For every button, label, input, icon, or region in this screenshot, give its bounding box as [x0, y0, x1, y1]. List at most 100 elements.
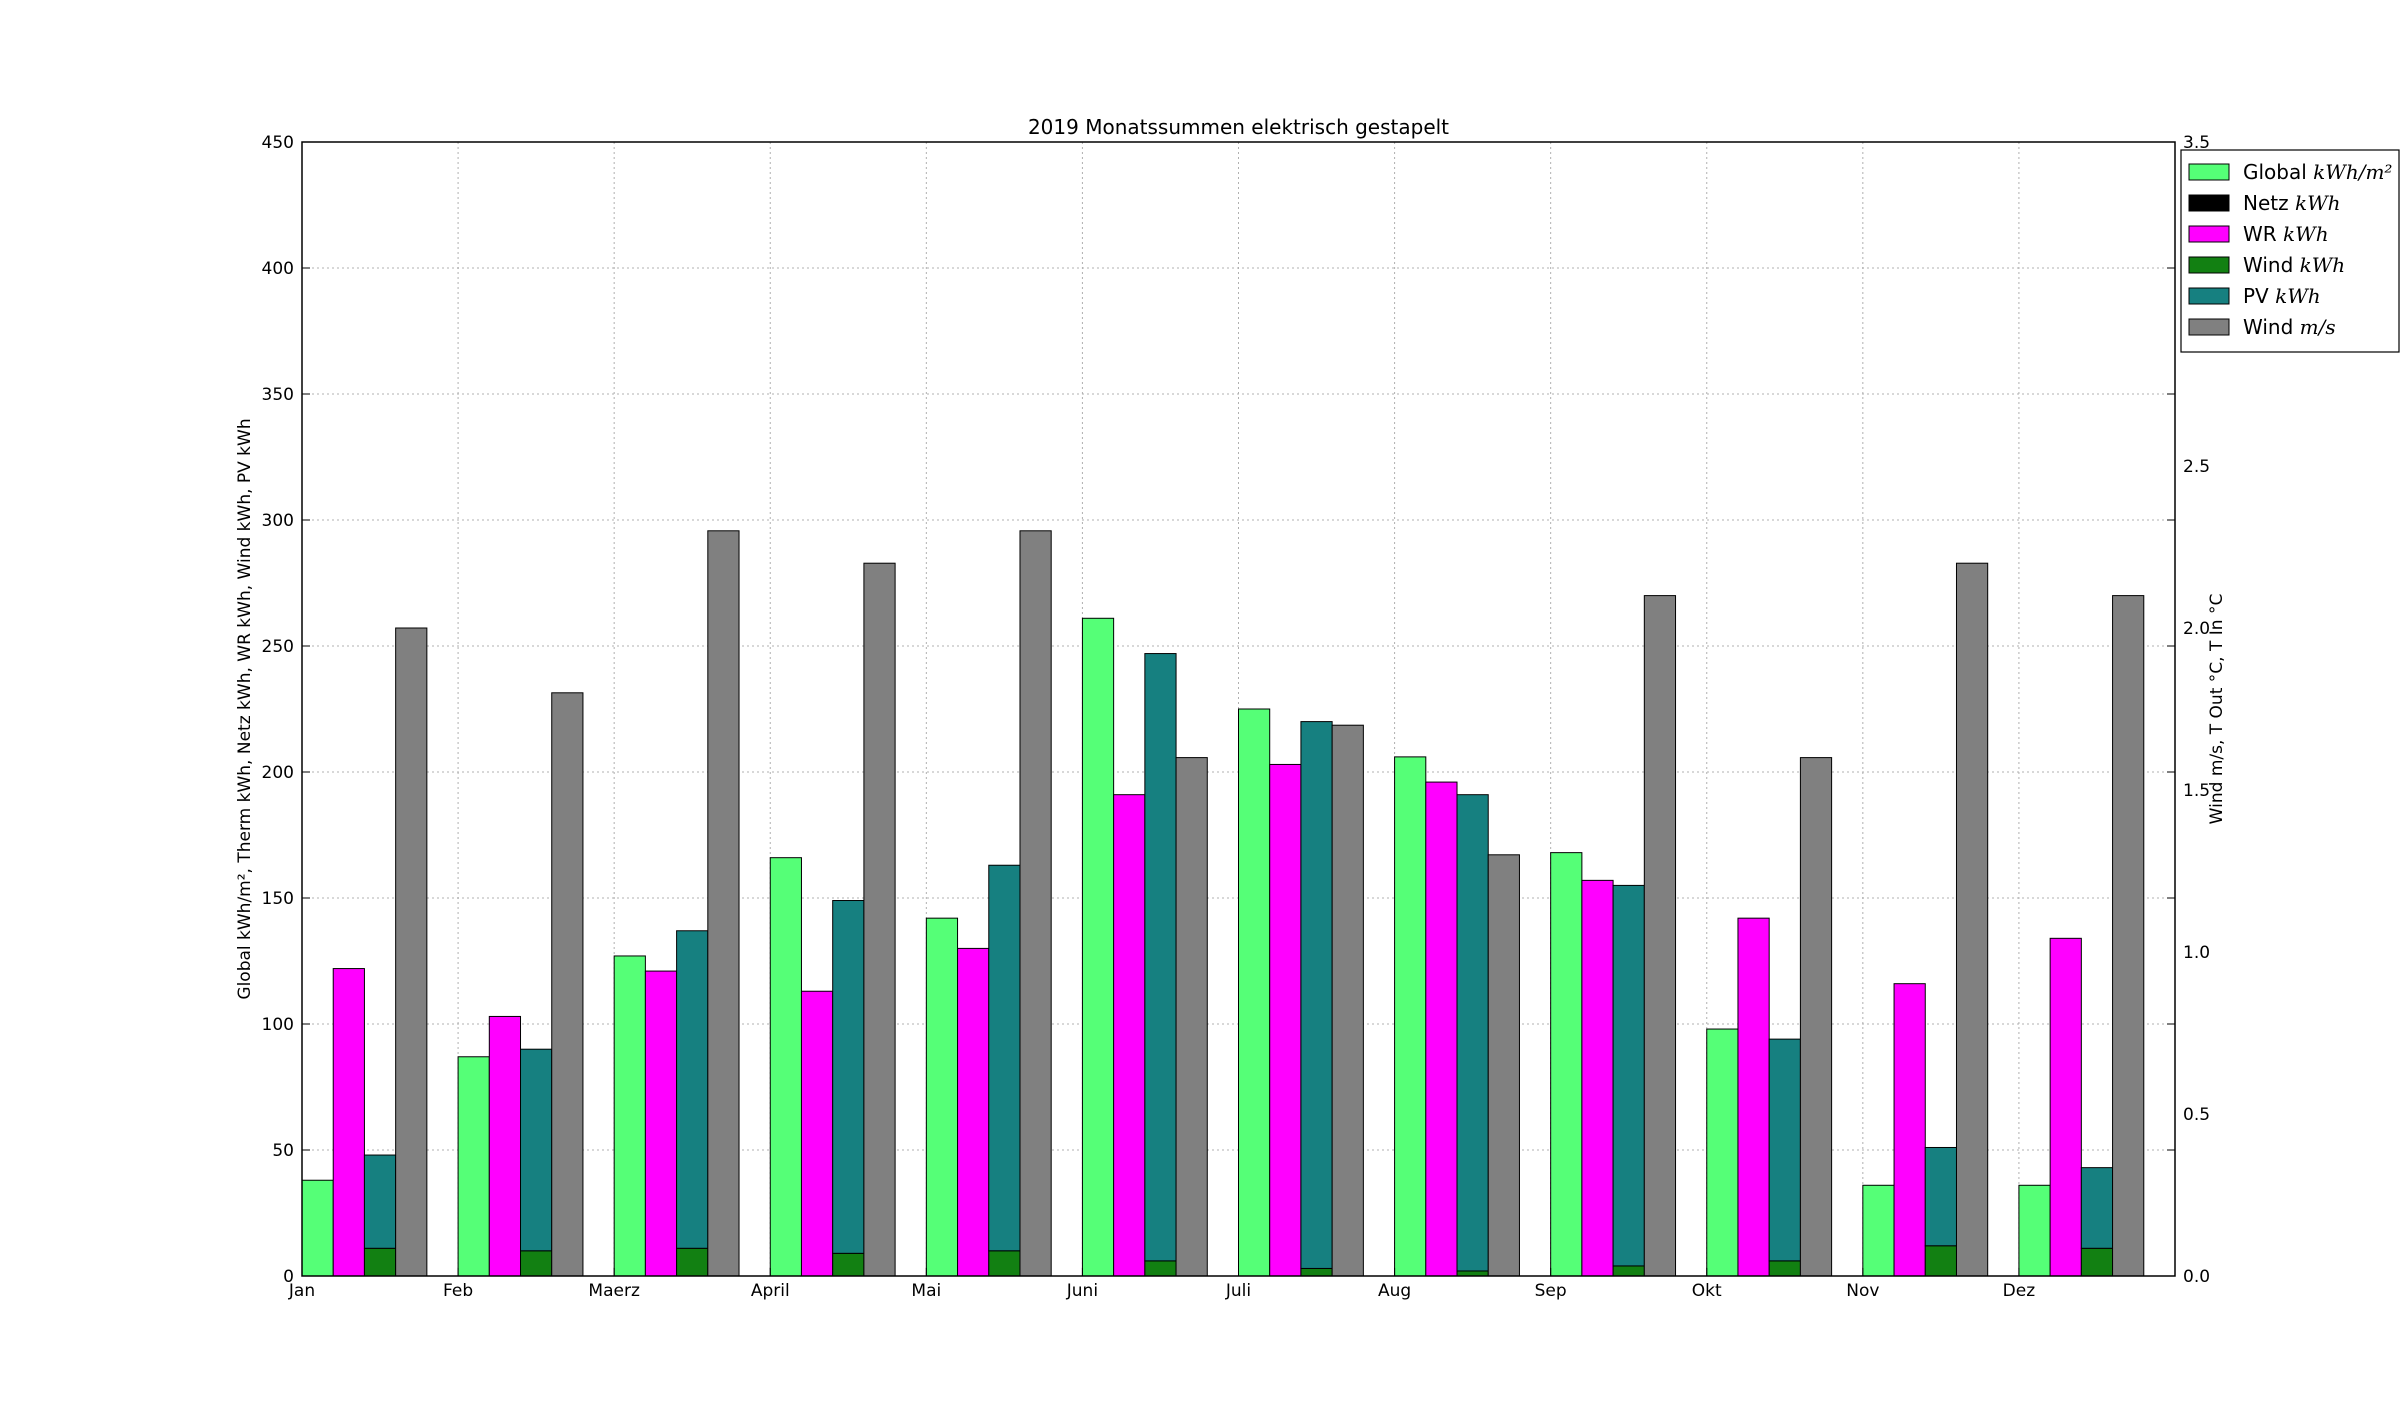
y-axis-label: Global kWh/m², Therm kWh, Netz kWh, WR k… [235, 418, 255, 999]
y-tick-label: 450 [262, 133, 294, 153]
legend-label: Wind m/s [2243, 315, 2336, 339]
y2-tick-label: 1.0 [2183, 943, 2210, 963]
bar-wind-kwh [363, 1247, 397, 1277]
bar-global [613, 955, 646, 1277]
legend-swatch [2188, 287, 2230, 305]
bar-global [925, 917, 959, 1277]
bar-pv [520, 1048, 553, 1252]
bar-wind-ms [1643, 595, 1677, 1277]
bar-wind-ms [1331, 724, 1364, 1277]
x-tick-label: Nov [1846, 1281, 1879, 1301]
bar-wind-ms [1487, 854, 1520, 1277]
bar-wr [2049, 937, 2082, 1277]
bar-pv [988, 864, 1021, 1252]
bar-wind-kwh [1144, 1260, 1177, 1277]
y2-tick-label: 0.0 [2183, 1267, 2210, 1287]
bar-wind-kwh [1612, 1265, 1645, 1277]
y-tick-label: 300 [262, 511, 294, 531]
bar-wind-kwh [2080, 1247, 2114, 1277]
bar-wind-ms [2112, 595, 2145, 1277]
bar-global [1550, 852, 1583, 1277]
y-tick-label: 250 [262, 637, 294, 657]
y2-tick-label: 1.5 [2183, 781, 2210, 801]
bar-wind-ms [1799, 757, 1833, 1277]
legend-box [2180, 149, 2400, 353]
bar-wr [1893, 983, 1926, 1277]
y2-tick-label: 2.0 [2183, 619, 2210, 639]
bar-wind-ms [1955, 562, 1989, 1277]
x-tick-label: Okt [1692, 1281, 1722, 1301]
y-tick-label: 200 [262, 763, 294, 783]
bar-wr [957, 947, 990, 1277]
x-tick-label: Dez [2003, 1281, 2036, 1301]
legend-label: Wind kWh [2243, 253, 2345, 277]
bar-global [1081, 617, 1115, 1277]
bar-wind-kwh [676, 1247, 709, 1277]
legend-label: WR kWh [2243, 222, 2329, 246]
ticks: 0 50 100 150 200 250 300 350 400 450 0.0 0.5 1.0 1.5 2… [262, 133, 2211, 1301]
bar-pv [1768, 1038, 1801, 1262]
legend-swatch [2188, 225, 2230, 243]
bar-pv [1612, 884, 1645, 1267]
bar-wind-kwh [1456, 1270, 1489, 1277]
bar-global [301, 1179, 334, 1277]
x-tick-label: Aug [1378, 1281, 1411, 1301]
bar-global [769, 857, 802, 1277]
y-tick-label: 350 [262, 385, 294, 405]
bar-wr [1581, 879, 1614, 1277]
legend-swatch [2188, 318, 2230, 336]
bar-pv [1144, 653, 1177, 1262]
bar-pv [2080, 1167, 2114, 1249]
bar-wr [332, 968, 365, 1277]
bar-global [2018, 1184, 2051, 1277]
legend-label: Netz kWh [2243, 191, 2341, 215]
x-tick-label: Feb [443, 1281, 473, 1301]
bar-wind-kwh [988, 1250, 1021, 1277]
legend: Global kWh/m² Netz kWh WR kWh Wind kWh PV kW… [2180, 149, 2400, 353]
bar-wind-ms [551, 692, 584, 1277]
bar-pv [832, 900, 865, 1254]
x-tick-label: Sep [1535, 1281, 1567, 1301]
bar-wind-ms [395, 627, 428, 1277]
legend-swatch [2188, 163, 2230, 181]
bar-wind-ms [707, 530, 740, 1277]
bar-pv [363, 1154, 397, 1249]
bar-pv [676, 930, 709, 1249]
bars [301, 530, 2145, 1277]
bar-wind-kwh [832, 1252, 865, 1277]
bar-wr [488, 1015, 522, 1277]
y2-tick-label: 2.5 [2183, 457, 2210, 477]
x-tick-label: April [751, 1281, 790, 1301]
y-tick-label: 100 [262, 1015, 294, 1035]
x-tick-label: Jan [288, 1281, 315, 1301]
bar-wr [1113, 794, 1146, 1277]
y2-tick-label: 3.5 [2183, 133, 2210, 153]
legend-label: PV kWh [2243, 284, 2321, 308]
bar-pv [1300, 721, 1333, 1269]
y-tick-label: 150 [262, 889, 294, 909]
bar-global [1862, 1184, 1895, 1277]
bar-global [1706, 1028, 1739, 1277]
bar-wr [1269, 763, 1302, 1277]
chart-title: 2019 Monatssummen elektrisch gestapelt [1028, 115, 1449, 139]
bar-global [1238, 708, 1271, 1277]
y2-tick-label: 0.5 [2183, 1105, 2210, 1125]
bar-global [1394, 756, 1427, 1277]
bar-wind-kwh [1924, 1245, 1957, 1277]
bar-wr [644, 970, 678, 1277]
bar-pv [1924, 1146, 1957, 1247]
y-tick-label: 50 [272, 1141, 294, 1161]
legend-swatch [2188, 194, 2230, 212]
y-tick-label: 400 [262, 259, 294, 279]
legend-swatch [2188, 256, 2230, 274]
bar-wind-ms [863, 562, 896, 1277]
bar-pv [1456, 794, 1489, 1272]
bar-wr [800, 990, 834, 1277]
bar-wr [1737, 917, 1770, 1277]
bar-wind-ms [1175, 757, 1208, 1277]
bar-wr [1425, 781, 1458, 1277]
x-tick-label: Juni [1066, 1281, 1098, 1301]
x-tick-label: Maerz [588, 1281, 640, 1301]
x-tick-label: Mai [911, 1281, 941, 1301]
